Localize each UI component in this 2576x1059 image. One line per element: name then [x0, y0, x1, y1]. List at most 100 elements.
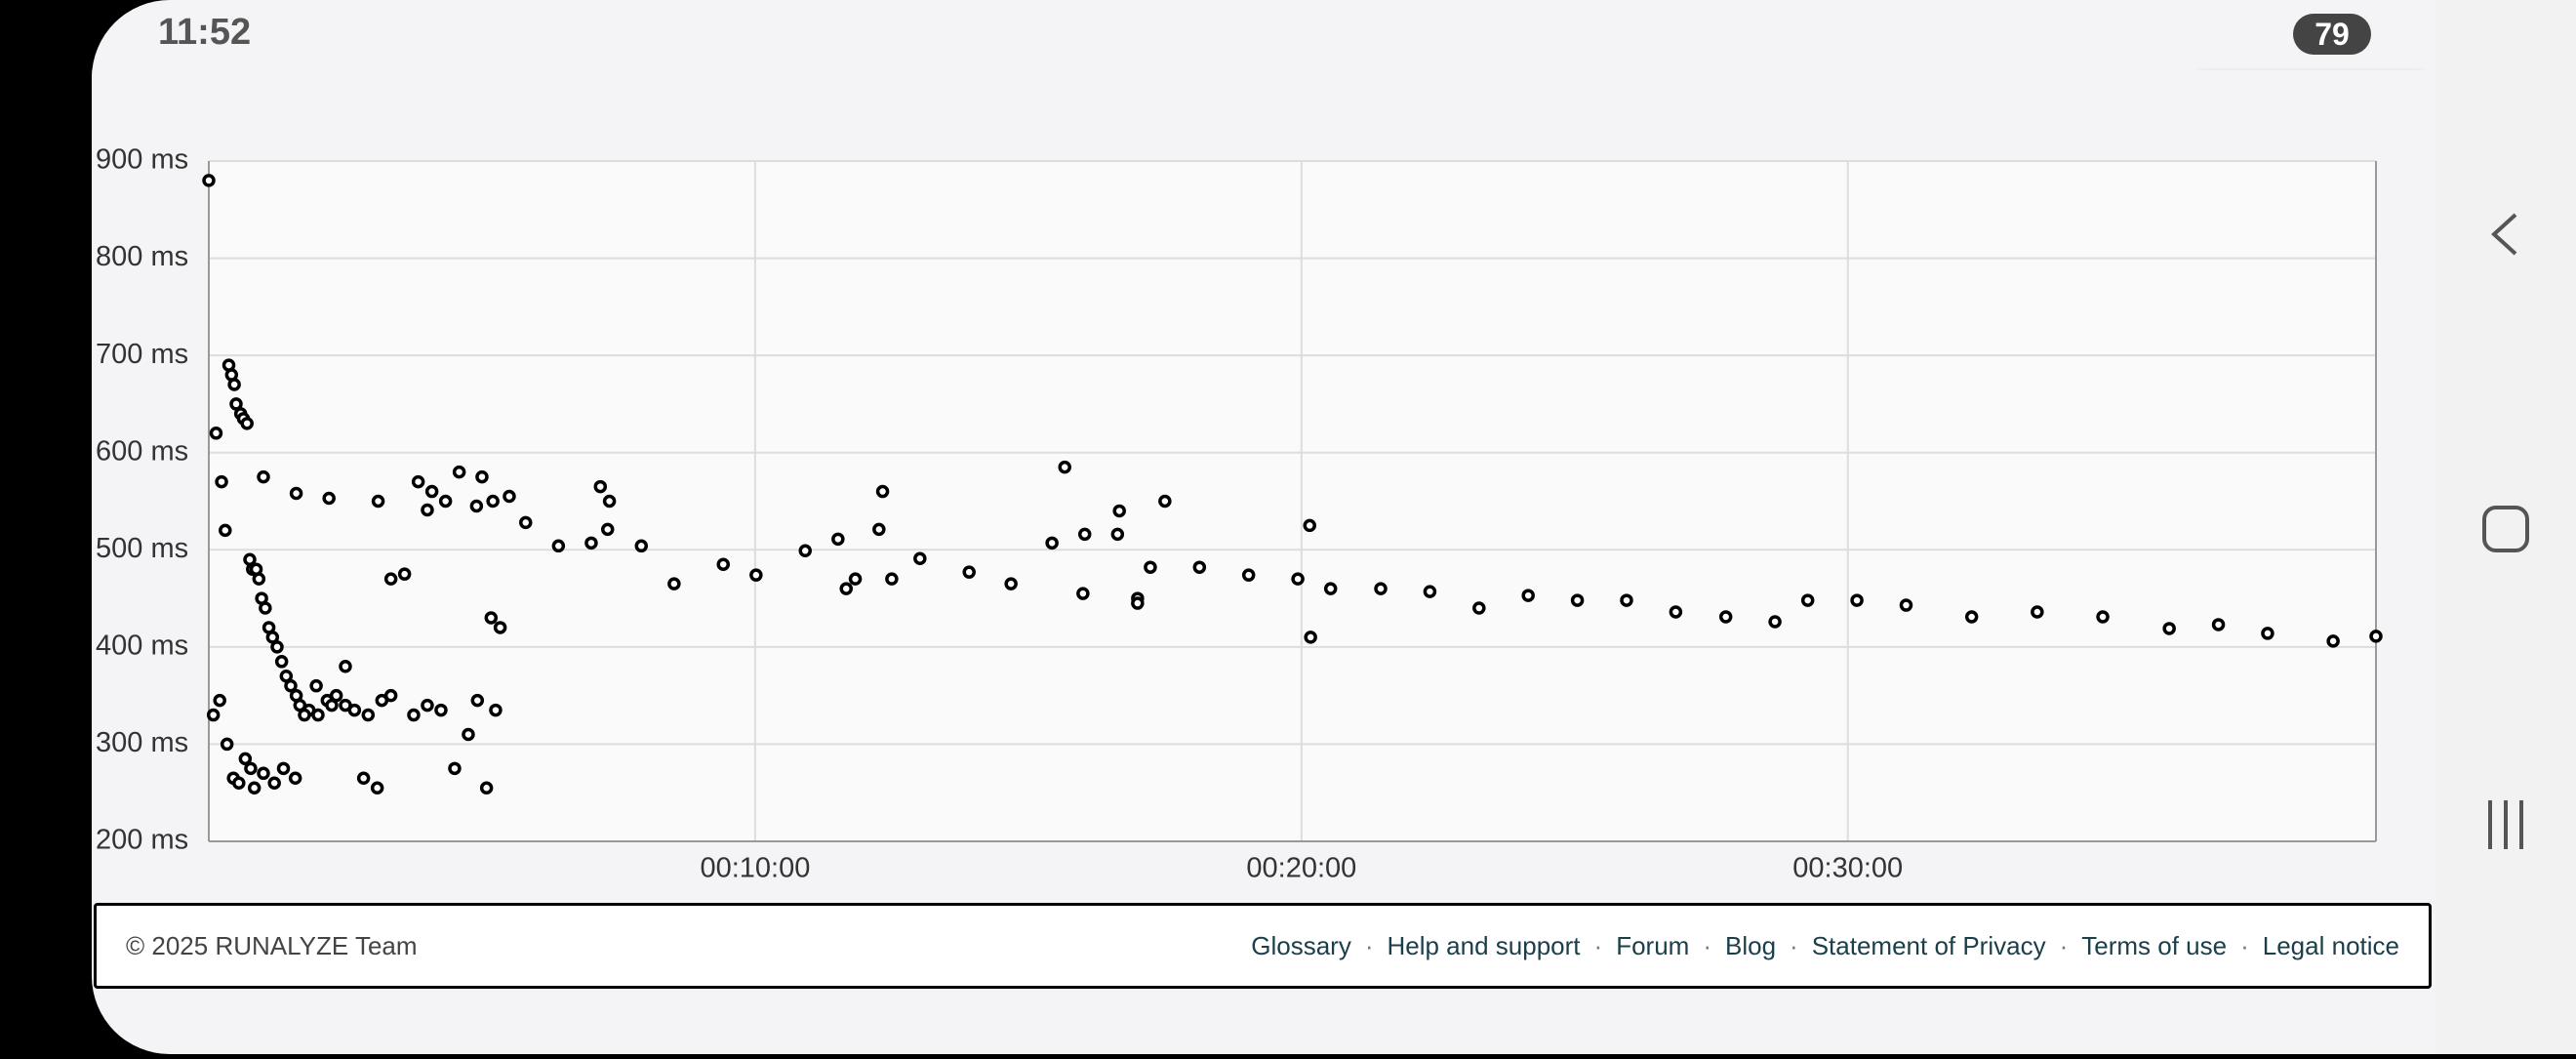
point [875, 484, 890, 499]
point [421, 503, 434, 517]
y-tick-label: 600 ms [96, 435, 188, 467]
point [885, 572, 899, 586]
nav-bar [2435, 0, 2576, 1054]
point [1323, 582, 1338, 595]
footer-link[interactable]: Help and support [1387, 930, 1581, 960]
point [519, 515, 533, 530]
point [2096, 610, 2110, 624]
point [325, 698, 339, 713]
point [339, 660, 352, 673]
point [839, 582, 853, 595]
recents-button[interactable] [2488, 800, 2523, 849]
point [1899, 598, 1913, 612]
point [1045, 536, 1059, 550]
point [311, 708, 325, 722]
point [600, 522, 615, 537]
point [356, 771, 371, 786]
point [220, 737, 234, 752]
point [602, 494, 617, 509]
point [1800, 593, 1815, 607]
point [479, 781, 494, 794]
point [1076, 587, 1090, 600]
y-tick-label: 200 ms [96, 825, 188, 856]
point [219, 523, 232, 538]
battery-level: 79 [2314, 17, 2350, 52]
y-tick-label: 400 ms [96, 631, 188, 662]
point [1669, 605, 1683, 619]
point [484, 611, 499, 625]
point [470, 693, 485, 708]
point [448, 761, 462, 776]
point [1964, 610, 1979, 624]
point [202, 174, 216, 187]
point [421, 698, 434, 713]
point [1131, 596, 1145, 610]
point [209, 427, 223, 440]
point [1304, 631, 1317, 644]
point [284, 678, 298, 693]
point [309, 678, 323, 693]
point [1144, 560, 1157, 574]
status-battery: 79 [2293, 14, 2371, 55]
point [329, 688, 343, 703]
separator: · [2240, 930, 2249, 960]
y-tick-label: 700 ms [96, 339, 188, 370]
point [1620, 593, 1633, 607]
point [289, 486, 303, 501]
point [279, 669, 294, 683]
point [240, 417, 254, 430]
point [1472, 601, 1486, 615]
y-tick-label: 500 ms [96, 533, 188, 564]
point [1423, 585, 1437, 598]
x-tick-label: 00:30:00 [1792, 853, 1903, 884]
point [489, 703, 503, 717]
point [1004, 577, 1018, 591]
point [347, 703, 362, 717]
point [298, 708, 311, 722]
point [322, 491, 336, 506]
point [1768, 615, 1782, 629]
point [244, 761, 258, 776]
point [361, 708, 376, 722]
point [238, 752, 253, 766]
point [831, 532, 845, 547]
point [667, 577, 681, 591]
point [2162, 622, 2176, 635]
point [551, 539, 566, 553]
footer-link[interactable]: Blog [1724, 930, 1777, 960]
point [267, 776, 281, 791]
footer-link[interactable]: Glossary [1251, 930, 1351, 960]
point [206, 708, 221, 722]
point [962, 565, 976, 579]
point [288, 771, 302, 786]
separator: · [1790, 930, 1798, 960]
back-button[interactable] [2491, 213, 2517, 256]
plot-area [209, 161, 2376, 841]
point [247, 781, 262, 794]
footer-link[interactable]: Forum [1616, 930, 1690, 960]
point [2031, 605, 2044, 619]
footer-link[interactable]: Statement of Privacy [1811, 930, 2046, 960]
point [434, 703, 448, 717]
home-button[interactable] [2482, 506, 2529, 552]
point [634, 539, 649, 553]
point [1291, 572, 1305, 586]
point [493, 621, 507, 634]
point [2326, 634, 2340, 648]
point [486, 494, 500, 509]
copyright: © 2025 RUNALYZE Team [126, 930, 418, 960]
point [913, 551, 927, 565]
point [2261, 627, 2274, 640]
point [2369, 630, 2383, 643]
separator: · [2059, 930, 2069, 960]
point [584, 536, 598, 550]
point [1570, 593, 1585, 607]
point [716, 557, 731, 571]
point [1850, 593, 1864, 607]
point [397, 567, 412, 581]
footer-link[interactable]: Terms of use [2081, 930, 2228, 960]
point [1718, 610, 1733, 624]
point [265, 631, 280, 644]
footer-link[interactable]: Legal notice [2262, 930, 2399, 960]
point [424, 484, 439, 499]
